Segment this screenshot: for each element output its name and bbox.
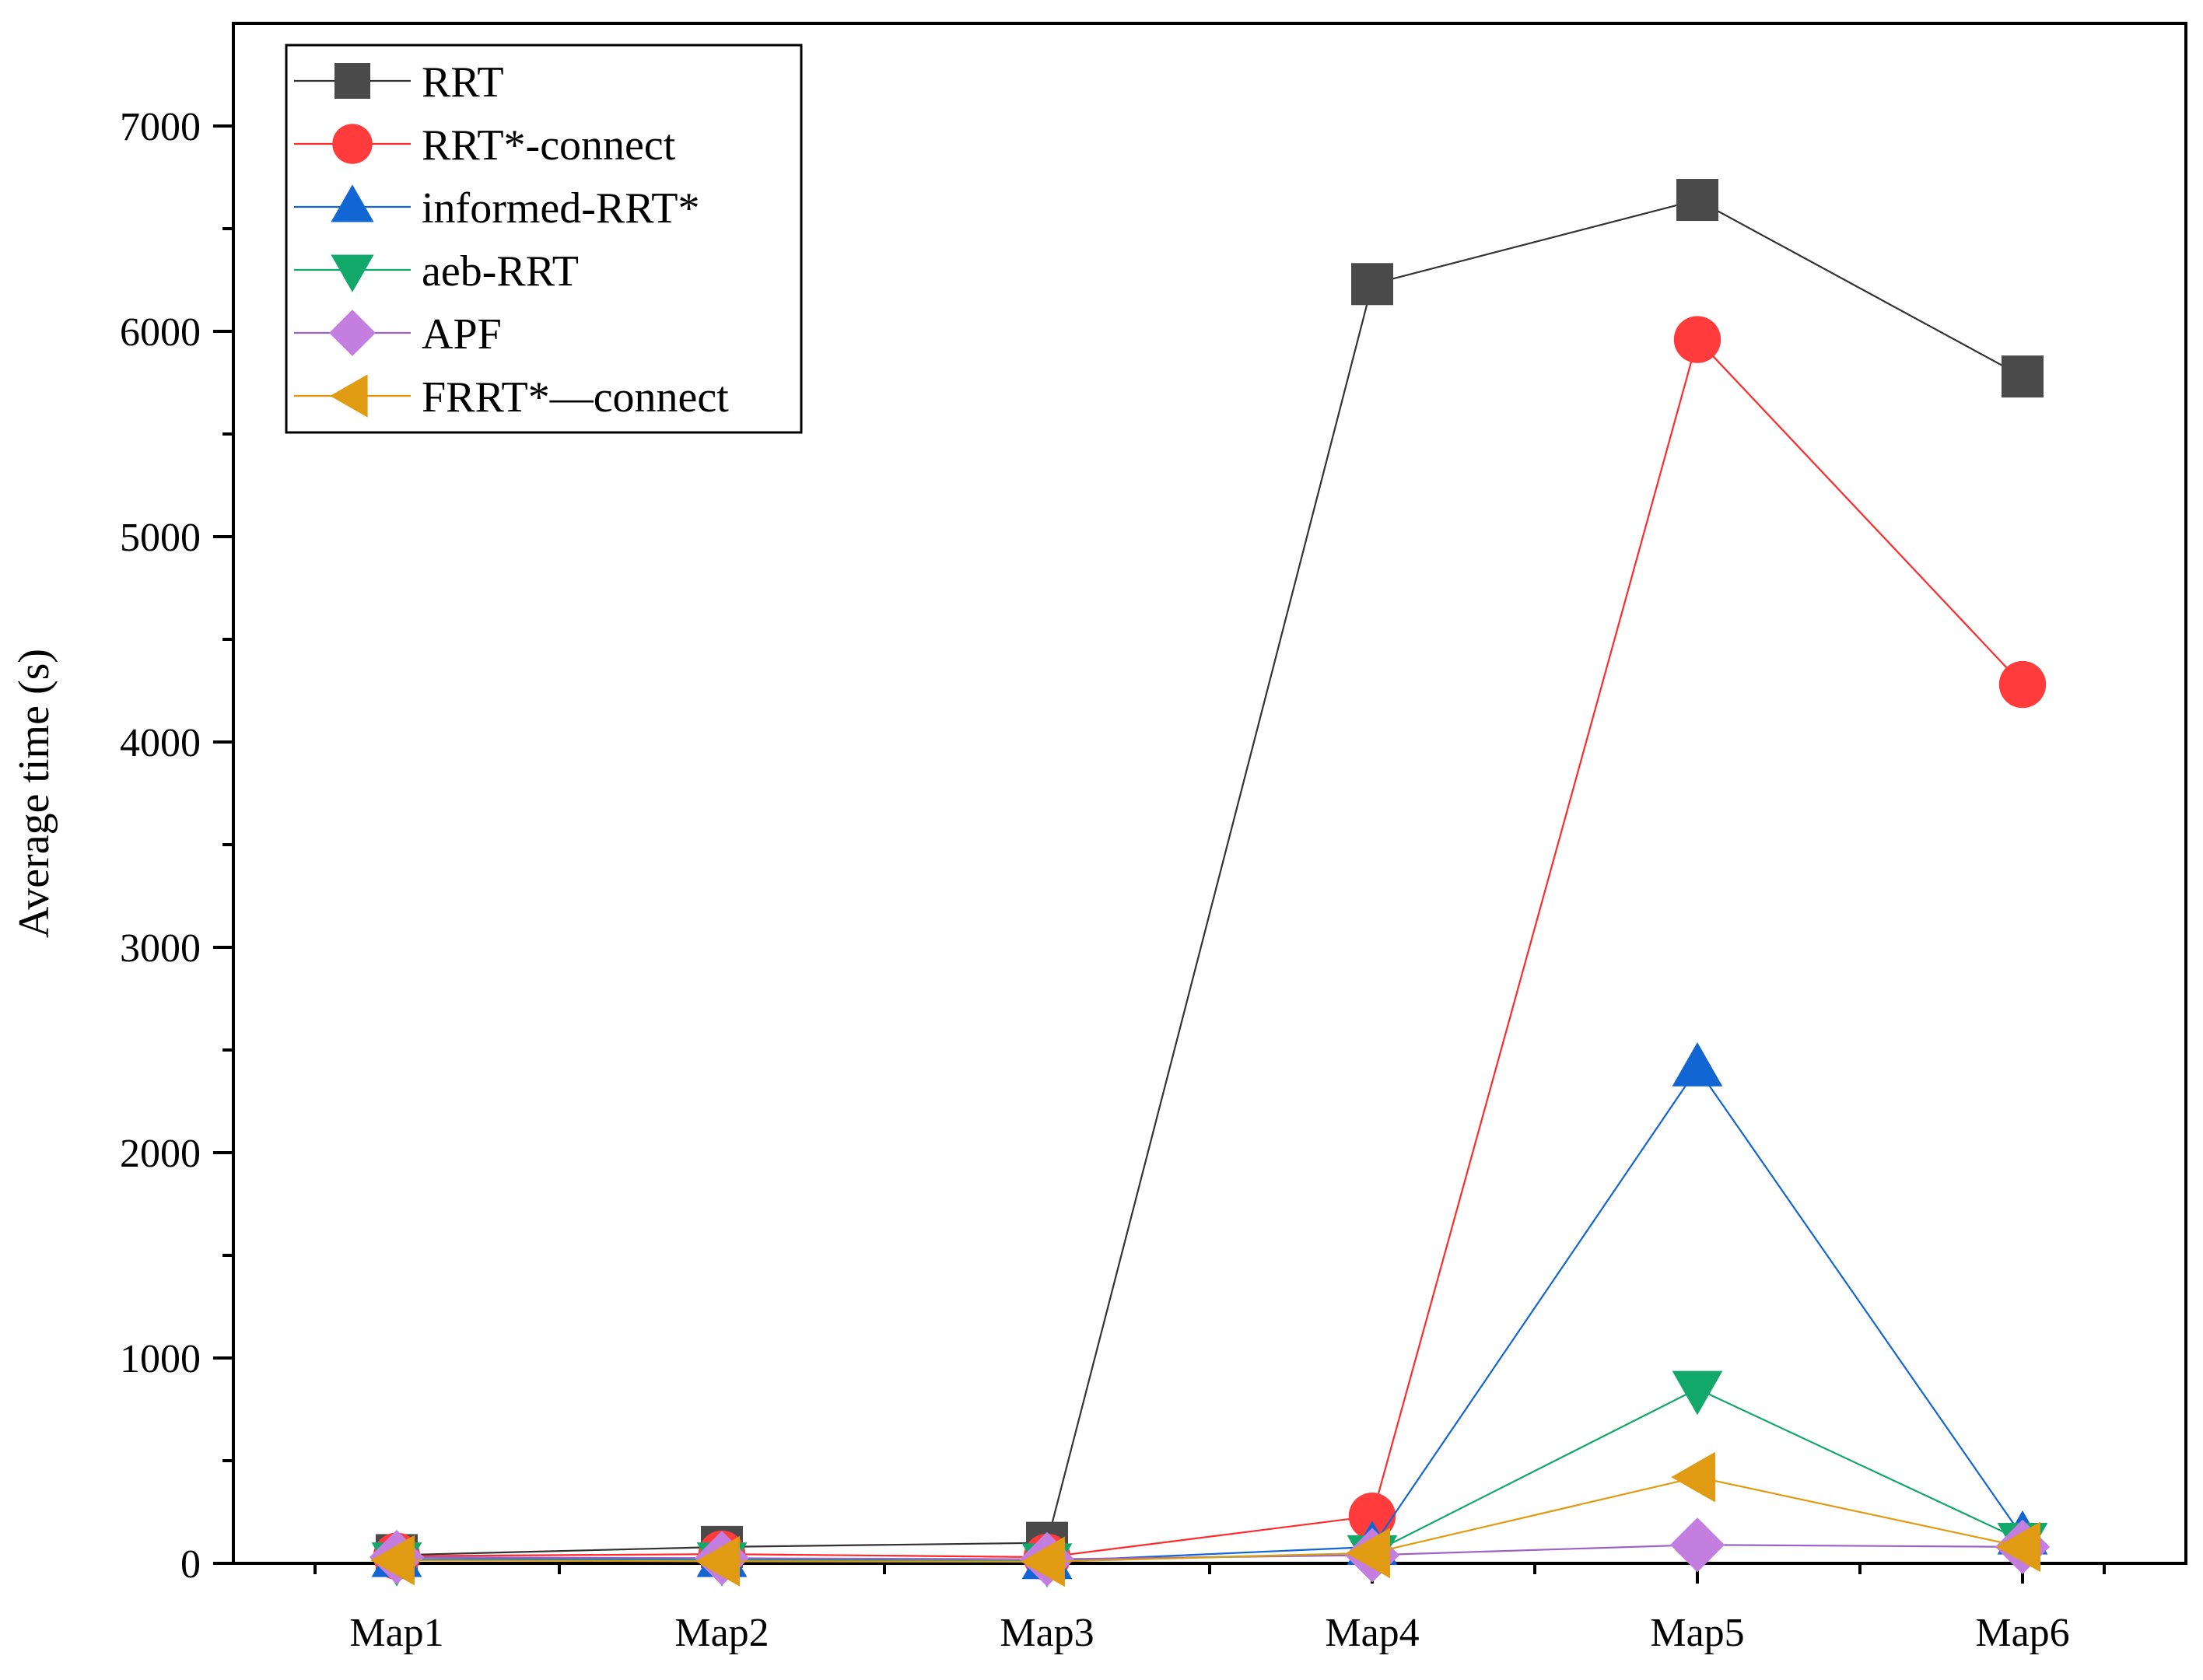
series-rrt-connect: [373, 316, 2047, 1581]
data-point: [370, 1535, 415, 1586]
data-point: [695, 1535, 740, 1587]
y-tick-label: 5000: [120, 516, 201, 560]
legend-item: RRT*-connect: [294, 121, 676, 170]
x-axis: Map1 Map2 Map3 Map4 Map5 Map6: [313, 1563, 2106, 1655]
data-point: [1998, 660, 2047, 709]
data-point: [1348, 1493, 1396, 1540]
data-point: [1669, 1517, 1725, 1573]
y-tick-label: 4000: [120, 721, 201, 765]
data-point: [1351, 263, 1393, 306]
legend-item: FRRT*—connect: [294, 373, 729, 422]
data-point: [1996, 1521, 2040, 1573]
data-point: [1346, 1528, 1390, 1579]
y-tick-label: 7000: [120, 105, 201, 149]
data-point: [2002, 355, 2044, 398]
series-line: [397, 1388, 2023, 1563]
y-axis-label: Average time (s): [10, 649, 58, 938]
x-tick-label: Map3: [1000, 1611, 1094, 1655]
legend: RRT RRT*-connect informed-RRT* aeb-RRT APF FR…: [285, 44, 803, 434]
legend-label: RRT: [422, 58, 504, 107]
legend-label: informed-RRT*: [422, 184, 699, 233]
legend-marker: [330, 374, 368, 418]
y-axis: 0 1000 2000 3000 4000 5000 6000 7000: [120, 105, 233, 1587]
legend-label: APF: [422, 310, 502, 359]
data-point: [1672, 1042, 1723, 1087]
legend-marker: [332, 124, 373, 164]
legend-frame: [285, 44, 803, 434]
series-line: [397, 1066, 2023, 1563]
series-line: [396, 338, 2023, 1559]
data-point: [1673, 316, 1721, 363]
legend-item: informed-RRT*: [294, 184, 699, 233]
legend-marker: [331, 184, 374, 222]
legend-label: RRT*-connect: [422, 121, 676, 170]
legend-label: FRRT*—connect: [422, 373, 729, 422]
data-point: [1676, 179, 1718, 222]
data-point: [1671, 1451, 1715, 1503]
x-tick-label: Map2: [674, 1611, 769, 1655]
legend-label: aeb-RRT: [422, 247, 579, 296]
legend-item: RRT: [294, 58, 504, 107]
legend-marker: [334, 63, 370, 99]
y-tick-label: 0: [180, 1542, 201, 1587]
x-tick-label: Map6: [1975, 1611, 2069, 1655]
legend-marker: [331, 254, 374, 292]
series-layer: [369, 179, 2051, 1588]
legend-item: aeb-RRT: [294, 247, 579, 296]
series-line: [396, 198, 2023, 1556]
series-frrt-connect: [370, 1451, 2040, 1587]
x-tick-label: Map5: [1650, 1611, 1744, 1655]
y-tick-label: 2000: [120, 1132, 201, 1176]
series-apf: [369, 1517, 2051, 1587]
x-tick-label: Map1: [349, 1611, 443, 1655]
y-tick-label: 3000: [120, 926, 201, 971]
legend-item: APF: [294, 310, 502, 359]
data-point: [1672, 1370, 1723, 1416]
legend-marker: [329, 310, 376, 356]
series-line: [396, 1475, 2023, 1563]
y-tick-label: 1000: [120, 1337, 201, 1381]
x-tick-label: Map4: [1325, 1611, 1419, 1655]
y-tick-label: 6000: [120, 310, 201, 355]
data-point: [1021, 1536, 1065, 1587]
